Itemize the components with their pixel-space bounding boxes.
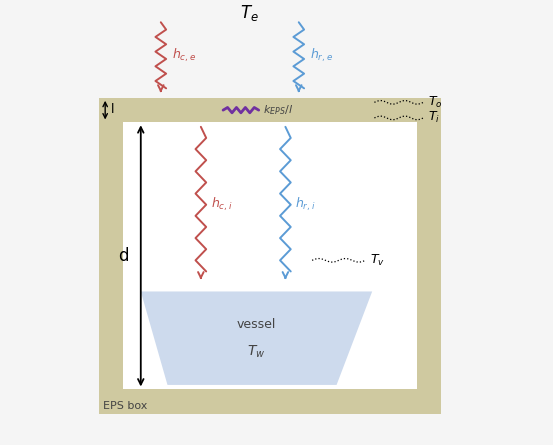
Text: $T_i$: $T_i$ — [428, 110, 440, 125]
Text: $T_e$: $T_e$ — [241, 4, 259, 23]
Text: $h_{c,e}$: $h_{c,e}$ — [172, 47, 196, 65]
Text: $T_w$: $T_w$ — [247, 344, 265, 360]
Text: d: d — [118, 247, 128, 265]
Text: $T_o$: $T_o$ — [428, 95, 442, 110]
Text: $T_v$: $T_v$ — [370, 253, 385, 268]
Polygon shape — [141, 291, 372, 385]
Text: l: l — [111, 103, 114, 116]
Text: $h_{r,e}$: $h_{r,e}$ — [310, 47, 333, 65]
Bar — [98, 98, 441, 414]
Text: $h_{r,i}$: $h_{r,i}$ — [295, 196, 316, 214]
Text: EPS box: EPS box — [103, 400, 147, 410]
Text: $k_{EPS}/l$: $k_{EPS}/l$ — [263, 103, 293, 117]
Text: $h_{c,i}$: $h_{c,i}$ — [211, 196, 232, 214]
Text: vessel: vessel — [237, 318, 276, 332]
Bar — [123, 122, 416, 389]
